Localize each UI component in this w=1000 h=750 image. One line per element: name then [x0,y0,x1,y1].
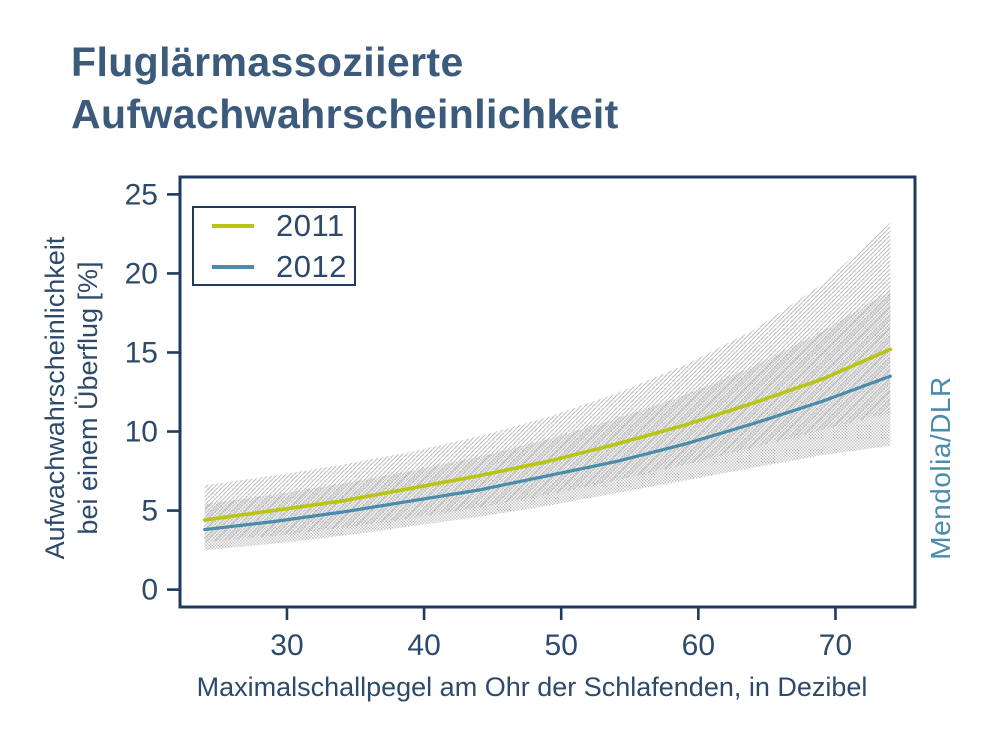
y-axis-label-line2: bei einem Überflug [%] [73,261,103,535]
page-title-line2: Aufwachwahrscheinlichkeit [71,91,619,138]
x-tick-label: 60 [682,629,715,662]
legend-label-2012: 2012 [276,249,347,284]
page-title-line1: Fluglärmassoziierte [71,39,464,85]
y-tick-label: 10 [125,416,158,449]
y-axis-label: Aufwachwahrscheinlichkeit bei einem Überf… [39,237,105,560]
credit-text: Mendolia/DLR [925,376,956,560]
x-tick-label: 30 [270,629,303,662]
x-tick-label: 70 [819,629,852,662]
legend-item-2011: 2011 [212,210,344,241]
y-tick-label: 25 [125,178,158,211]
series-line-2012 [203,374,892,532]
x-axis-label: Maximalschallpegel am Ohr der Schlafende… [196,672,868,702]
chart-legend: 2011 2012 [192,206,356,286]
series-line-2011 [202,347,893,522]
confidence-band-2011 [204,222,891,543]
y-tick-label: 15 [125,336,158,369]
y-tick-label: 5 [141,495,158,528]
legend-line-swatch-2012 [212,264,254,269]
x-tick-label: 40 [407,629,440,662]
y-tick-label: 20 [125,257,158,290]
y-axis-label-line1: Aufwachwahrscheinlichkeit [40,236,71,560]
confidence-band-2012 [204,290,891,551]
plot-border [178,175,917,609]
legend-label-2011: 2011 [276,208,345,243]
page-title: Fluglärmassoziierte Aufwachwahrscheinlich… [71,36,619,140]
legend-item-2012: 2012 [212,249,347,284]
x-tick-label: 50 [545,629,578,662]
legend-line-swatch-2011 [212,223,254,228]
y-tick-label: 0 [141,574,158,607]
